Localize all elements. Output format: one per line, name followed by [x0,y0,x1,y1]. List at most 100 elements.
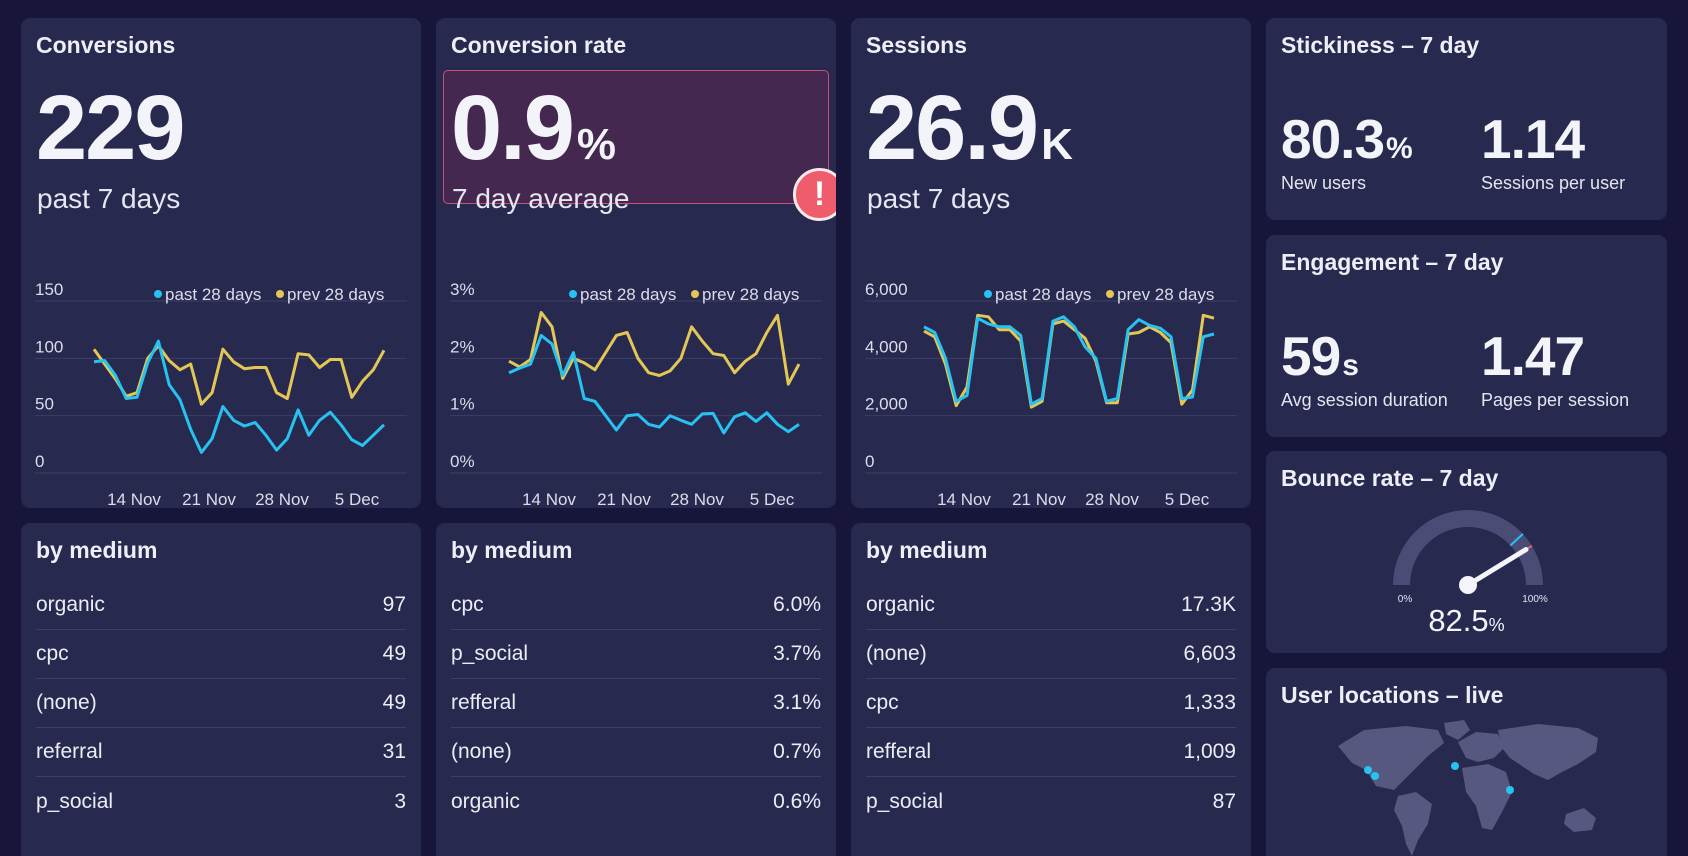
conversions-line-chart: 150 100 50 0 past 28 days prev 28 days 14 Nov 2… [35,280,407,508]
medium-label: p_social [866,789,944,813]
legend-label: past 28 days [995,285,1091,304]
x-tick-label: 21 Nov [597,490,651,508]
table-row: cpc 49 [36,630,406,679]
medium-label: p_social [36,789,114,813]
south-america-shape [1394,792,1432,856]
alert-highlight [443,70,829,204]
bounce-rate-value: 82.5% [1428,603,1505,638]
series-line [93,339,386,454]
greenland-shape [1444,720,1470,740]
bounce-rate-gauge: 0% 100% [1393,510,1548,605]
conversion-rate-subtitle: 7 day average [452,183,630,214]
medium-value: 1,009 [1183,740,1236,763]
y-tick-label: 6,000 [865,280,908,299]
legend-marker [276,290,284,298]
series-line [508,333,800,435]
medium-value: 97 [382,593,406,616]
table-row: (none) 49 [36,679,406,728]
x-tick-label: 21 Nov [182,490,236,508]
table-row: p_social 3.7% [451,630,821,679]
rate-by-medium-card: by medium cpc 6.0% p_social 3.7% refferal 3.1… [436,523,836,856]
y-tick-label: 0 [865,452,874,471]
conversions-card: Conversions 229 past 7 days 150 100 50 0 pas… [21,18,421,508]
asia-shape [1498,724,1598,780]
y-tick-label: 0 [35,452,44,471]
medium-value: 3.7% [773,642,821,665]
card-title: Conversions [36,32,176,58]
y-tick-label: 100 [35,337,63,356]
x-tick-label: 21 Nov [1012,490,1066,508]
sessions-card: Sessions 26.9K past 7 days 6,000 4,000 2,0… [851,18,1251,508]
table-row: refferal 3.1% [451,679,821,728]
bounce-rate-card: Bounce rate – 7 day 0% 100% 82.5% [1266,451,1667,653]
y-tick-label: 2,000 [865,395,908,414]
engagement-card: Engagement – 7 day 59s Avg session durat… [1266,235,1667,437]
medium-label: (none) [36,691,97,714]
exclamation-icon[interactable]: ! [793,168,836,221]
legend-label: prev 28 days [1117,285,1214,304]
legend-marker [154,290,162,298]
location-dot [1371,772,1379,780]
medium-label: referral [36,740,103,763]
table-row: p_social 3 [36,777,406,826]
conversions-by-medium-card: by medium organic 97 cpc 49 (none) 49 referral… [21,523,421,856]
y-tick-label: 0% [450,452,475,471]
legend-marker [691,290,699,298]
unit: % [1488,615,1505,635]
legend-label: prev 28 days [287,285,384,304]
medium-label: cpc [866,691,899,714]
medium-table: organic 17.3K (none) 6,603 cpc 1,333 refferal 1… [866,581,1236,826]
sessions-by-medium-card: by medium organic 17.3K (none) 6,603 cpc 1,33… [851,523,1251,856]
card-title: by medium [36,537,158,563]
y-tick-label: 150 [35,280,63,299]
unit: s [1342,349,1359,382]
medium-value: 6,603 [1183,642,1236,665]
medium-table: organic 97 cpc 49 (none) 49 referral 31 p_social… [36,581,406,826]
medium-value: 17.3K [1181,593,1236,616]
x-tick-label: 14 Nov [937,490,991,508]
sessions-subtitle: past 7 days [867,183,1011,214]
x-tick-label: 28 Nov [255,490,309,508]
medium-value: 87 [1212,789,1236,813]
legend-marker [569,290,577,298]
location-dot [1506,786,1514,794]
legend-label: past 28 days [580,285,676,304]
medium-label: organic [451,789,520,813]
new-users-label: New users [1281,173,1367,193]
conversion-rate-value: 0.9% [451,77,617,179]
medium-value: 49 [382,691,406,714]
legend-label: past 28 days [165,285,261,304]
card-title: by medium [866,537,988,563]
x-tick-label: 28 Nov [1085,490,1139,508]
medium-value: 6.0% [773,593,821,616]
series-line [923,315,1215,406]
table-row: (none) 0.7% [451,728,821,777]
sessions-value: 26.9K [866,77,1073,179]
medium-label: refferal [451,691,516,714]
y-tick-label: 2% [450,337,475,356]
x-tick-label: 5 Dec [750,490,795,508]
table-row: refferal 1,009 [866,728,1236,777]
location-dot [1364,766,1372,774]
unit: K [1041,120,1073,169]
y-tick-label: 4,000 [865,337,908,356]
card-title: User locations – live [1281,682,1504,708]
legend-label: prev 28 days [702,285,799,304]
medium-value: 0.7% [773,740,821,763]
pages-per-session-label: Pages per session [1481,390,1630,410]
world-map [1338,720,1598,856]
legend-marker [1106,290,1114,298]
africa-shape [1462,764,1512,830]
medium-label: refferal [866,740,931,763]
card-title: Sessions [866,32,967,58]
legend-marker [984,290,992,298]
x-tick-label: 14 Nov [107,490,161,508]
table-row: cpc 6.0% [451,581,821,630]
medium-value: 1,333 [1183,691,1236,714]
medium-label: (none) [451,740,512,763]
medium-label: cpc [451,593,484,616]
unit: % [1386,132,1413,165]
australia-shape [1564,808,1596,832]
table-row: referral 31 [36,728,406,777]
table-row: organic 0.6% [451,777,821,826]
